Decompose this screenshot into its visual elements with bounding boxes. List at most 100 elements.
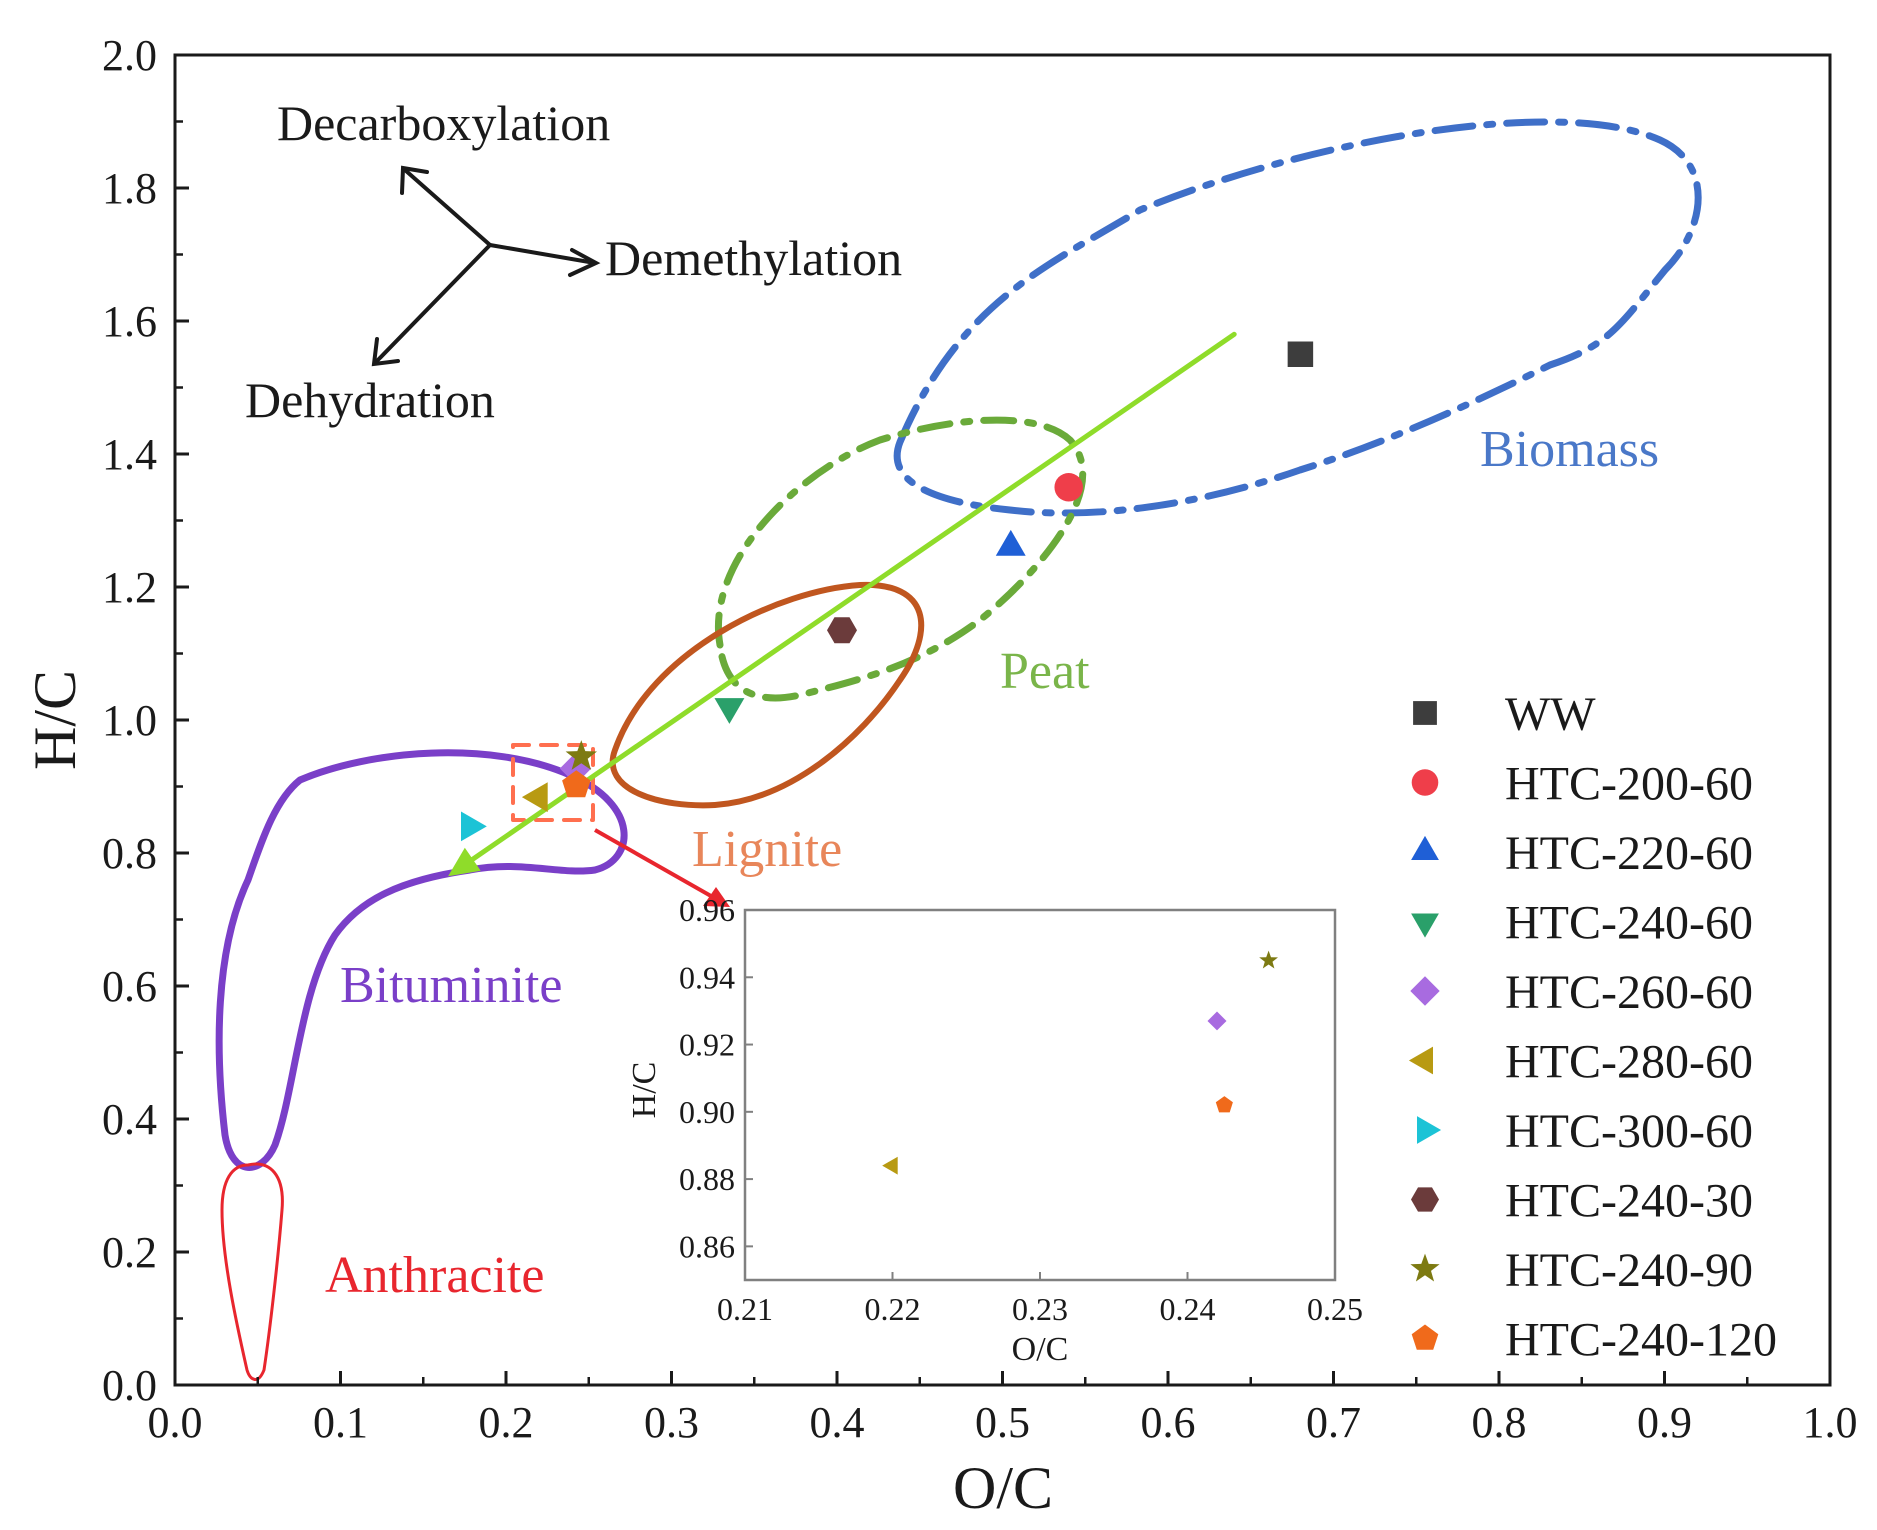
point-htc-220-60 [995, 529, 1026, 556]
dehydration-arrowhead [371, 337, 400, 367]
decarboxylation-arrowhead [400, 165, 429, 195]
x-tick-label: 0.0 [148, 1398, 203, 1447]
legend-label: HTC-300-60 [1505, 1105, 1753, 1158]
inset-x-axis-label: O/C [1012, 1331, 1069, 1368]
inset-point-htc-240-90 [1259, 950, 1278, 969]
inset-y-tick-label: 0.96 [679, 892, 735, 928]
inset-x-tick-label: 0.25 [1307, 1291, 1363, 1327]
legend-marker-htc-220-60 [1411, 835, 1439, 860]
y-tick-label: 2.0 [102, 31, 157, 80]
x-tick-label: 0.8 [1472, 1398, 1527, 1447]
x-tick-label: 0.3 [644, 1398, 699, 1447]
demethylation-label: Demethylation [605, 230, 902, 286]
inset-y-tick-label: 0.94 [679, 959, 735, 995]
biomass-region-outline [893, 118, 1702, 517]
y-tick-label: 1.4 [102, 430, 157, 479]
y-tick-label: 1.6 [102, 297, 157, 346]
zoom-arrow [594, 828, 730, 907]
legend: WW HTC-200-60 HTC-220-60 HTC-240-60 HTC-260-… [1408, 688, 1777, 1367]
inset-y-tick-label: 0.90 [679, 1094, 735, 1130]
y-axis-label: H/C [22, 670, 88, 770]
x-tick-label: 0.2 [479, 1398, 534, 1447]
inset-point-htc-280-60 [882, 1156, 898, 1175]
zoom-box [511, 743, 595, 822]
y-axis-ticks: 0.0 0.2 0.4 0.6 0.8 1.0 1.2 1.4 1.6 1.8 2.0 [102, 31, 189, 1410]
legend-label: HTC-240-120 [1505, 1314, 1777, 1367]
legend-label: HTC-240-90 [1505, 1244, 1753, 1297]
y-tick-label: 0.4 [102, 1095, 157, 1144]
lignite-region-outline [609, 581, 925, 809]
inset-x-tick-label: 0.21 [717, 1291, 773, 1327]
x-axis-ticks: 0.0 0.1 0.2 0.3 0.4 0.5 0.6 0.7 0.8 0.9 1.0 [148, 1371, 1858, 1447]
y-tick-label: 0.2 [102, 1228, 157, 1277]
legend-marker-htc-240-30 [1411, 1187, 1439, 1212]
y-tick-label: 0.0 [102, 1361, 157, 1410]
reaction-arrows [371, 165, 601, 367]
legend-marker-htc-260-60 [1410, 976, 1440, 1006]
legend-label: HTC-200-60 [1505, 758, 1753, 811]
zoom-arrow-line [594, 828, 719, 902]
inset-frame [743, 908, 1337, 1282]
point-ww [1287, 341, 1314, 367]
inset-y-tick-label: 0.88 [679, 1161, 735, 1197]
legend-label: HTC-220-60 [1505, 827, 1753, 880]
lignite-label: Lignite [692, 821, 842, 878]
inset-y-axis-label: H/C [626, 1062, 663, 1119]
anthracite-label: Anthracite [325, 1247, 544, 1304]
inset-plot: 0.21 0.22 0.23 0.24 0.25 0.86 0.88 0.90 0.92 0.9… [626, 892, 1363, 1368]
legend-label: HTC-240-60 [1505, 897, 1753, 950]
x-tick-label: 1.0 [1803, 1398, 1858, 1447]
trend-arrowhead [448, 847, 481, 877]
legend-marker-htc-300-60 [1417, 1116, 1442, 1144]
inset-point-htc-240-120 [1215, 1096, 1233, 1113]
anthracite-region-outline [220, 1162, 284, 1381]
inset-y-tick-label: 0.86 [679, 1228, 735, 1264]
y-tick-label: 0.6 [102, 962, 157, 1011]
inset-points [882, 950, 1278, 1175]
y-tick-label: 1.2 [102, 563, 157, 612]
legend-label: WW [1505, 688, 1596, 741]
trend-line [462, 331, 1237, 867]
point-htc-240-60 [714, 698, 745, 724]
decarboxylation-label: Decarboxylation [277, 95, 610, 151]
x-tick-label: 0.4 [810, 1398, 865, 1447]
point-htc-240-120 [562, 770, 591, 798]
inset-x-tick-label: 0.22 [865, 1291, 921, 1327]
data-points [461, 341, 1314, 842]
inset-y-tick-label: 0.92 [679, 1027, 735, 1063]
x-tick-label: 0.5 [975, 1398, 1030, 1447]
x-tick-label: 0.7 [1306, 1398, 1361, 1447]
biomass-label: Biomass [1480, 421, 1659, 478]
x-axis-label: O/C [953, 1455, 1053, 1521]
zoom-arrowhead [703, 887, 730, 907]
inset-x-tick-label: 0.23 [1012, 1291, 1068, 1327]
point-htc-240-30 [827, 617, 857, 644]
peat-label: Peat [1000, 643, 1090, 700]
bituminite-label: Bituminite [340, 957, 562, 1014]
y-tick-label: 1.0 [102, 696, 157, 745]
inset-x-tick-label: 0.24 [1160, 1291, 1216, 1327]
demethylation-arrowhead [568, 248, 601, 277]
legend-marker-htc-240-90 [1410, 1253, 1440, 1282]
point-htc-280-60 [521, 782, 548, 813]
legend-marker-htc-200-60 [1411, 769, 1439, 796]
legend-marker-ww [1413, 701, 1437, 725]
inset-x-ticks: 0.21 0.22 0.23 0.24 0.25 [717, 1272, 1363, 1327]
legend-marker-htc-240-60 [1411, 913, 1439, 938]
point-htc-300-60 [461, 811, 487, 842]
decarboxylation-arrow [403, 168, 492, 247]
x-tick-label: 0.6 [1141, 1398, 1196, 1447]
legend-marker-htc-280-60 [1408, 1046, 1433, 1075]
inset-y-ticks: 0.86 0.88 0.90 0.92 0.94 0.96 [679, 892, 753, 1264]
dehydration-arrow [373, 243, 492, 365]
y-tick-label: 1.8 [102, 164, 157, 213]
legend-label: HTC-280-60 [1505, 1036, 1753, 1089]
x-tick-label: 0.1 [313, 1398, 368, 1447]
legend-label: HTC-260-60 [1505, 966, 1753, 1019]
legend-marker-htc-240-120 [1411, 1324, 1439, 1350]
x-tick-label: 0.9 [1637, 1398, 1692, 1447]
legend-label: HTC-240-30 [1505, 1175, 1753, 1228]
point-htc-200-60 [1054, 473, 1083, 502]
demethylation-arrow [488, 243, 597, 265]
